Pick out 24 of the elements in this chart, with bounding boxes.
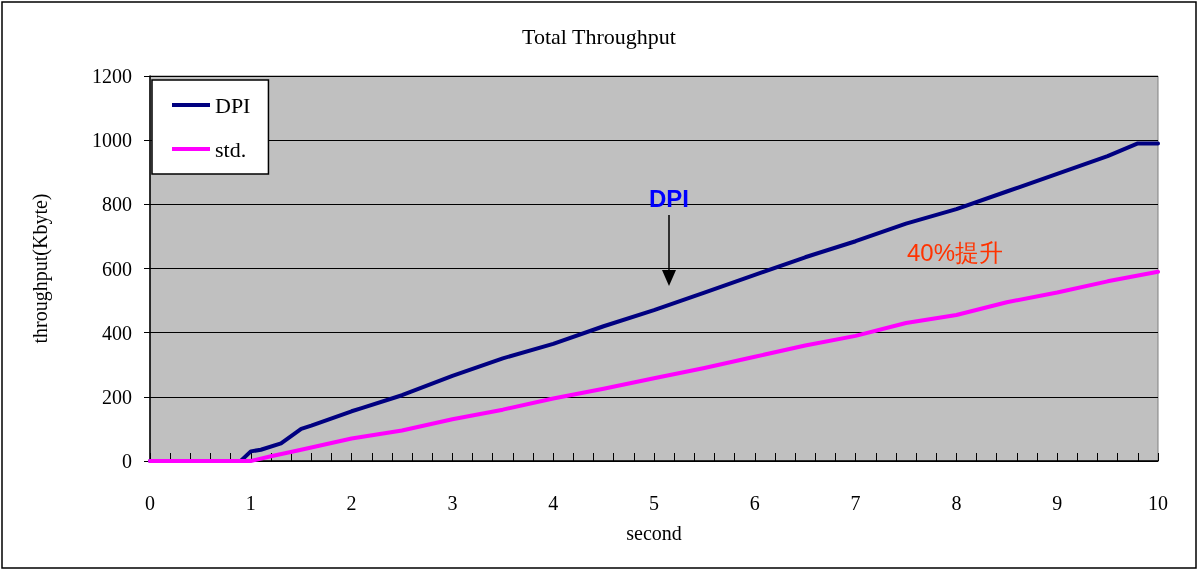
chart-title: Total Throughput — [522, 23, 676, 49]
annotation: 40%提升 — [906, 238, 1004, 266]
x-tick-label: 4 — [548, 492, 559, 514]
y-tick-label: 800 — [102, 193, 132, 216]
legend-label: DPI — [215, 92, 251, 118]
y-tick-label: 1000 — [92, 129, 132, 152]
x-tick-label: 10 — [1148, 492, 1168, 514]
y-tick-label: 200 — [102, 385, 132, 408]
legend-label: std. — [215, 136, 247, 162]
y-tick-label: 0 — [122, 450, 132, 472]
x-tick-label: 3 — [447, 492, 458, 514]
y-axis-title: throughput(Kbyte) — [29, 193, 52, 344]
y-tick-label: 600 — [102, 257, 132, 280]
x-tick-label: 8 — [951, 492, 962, 514]
x-tick-label: 0 — [145, 492, 155, 514]
x-tick-label: 5 — [649, 492, 659, 514]
x-tick-label: 2 — [346, 492, 357, 514]
x-tick-label: 9 — [1052, 492, 1063, 514]
y-tick-label: 400 — [102, 321, 132, 344]
x-tick-label: 7 — [850, 492, 861, 514]
x-tick-label: 6 — [749, 492, 760, 514]
y-tick-label: 1200 — [92, 65, 132, 87]
x-tick-label: 1 — [245, 492, 256, 514]
x-axis-title: second — [626, 522, 682, 544]
